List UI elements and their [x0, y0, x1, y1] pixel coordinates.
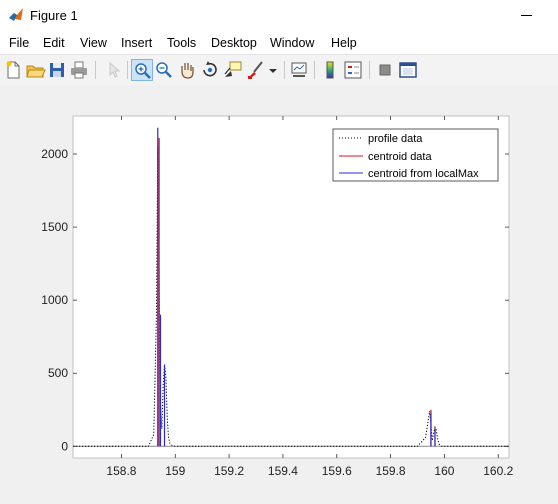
- brush-button[interactable]: [245, 59, 267, 81]
- x-tick-label: 159: [165, 464, 185, 478]
- zoom-out-button[interactable]: [153, 59, 175, 81]
- y-tick-label: 500: [48, 366, 68, 380]
- x-tick-label: 160.2: [483, 464, 513, 478]
- data-cursor-icon: [224, 61, 242, 77]
- toolbar-separator: [127, 61, 128, 79]
- legend[interactable]: profile data centroid data centroid from…: [332, 128, 499, 182]
- toolbar-separator: [95, 61, 96, 79]
- toolbar-separator: [284, 61, 285, 79]
- legend-label-localmax: centroid from localMax: [368, 168, 479, 180]
- minimize-button[interactable]: [512, 6, 542, 26]
- window-title: Figure 1: [30, 8, 78, 23]
- toolbar: [0, 54, 558, 86]
- toolbar-separator: [369, 61, 370, 79]
- x-tick-label: 159.2: [214, 464, 244, 478]
- new-file-icon: [6, 61, 20, 79]
- title-bar: Figure 1: [0, 0, 558, 32]
- menu-insert[interactable]: Insert: [121, 36, 153, 50]
- hand-icon: [181, 63, 194, 79]
- y-tick-label: 2000: [41, 147, 68, 161]
- link-plot-button[interactable]: [288, 59, 310, 81]
- zoom-in-button[interactable]: [131, 59, 153, 81]
- brush-dropdown-button[interactable]: [267, 59, 279, 81]
- toolbar-separator: [314, 61, 315, 79]
- open-folder-icon: [26, 65, 46, 78]
- menu-desktop[interactable]: Desktop: [211, 36, 257, 50]
- menu-window[interactable]: Window: [270, 36, 315, 50]
- pan-button[interactable]: [176, 59, 198, 81]
- menu-file[interactable]: File: [9, 36, 30, 50]
- menu-tools[interactable]: Tools: [167, 36, 197, 50]
- print-icon: [71, 61, 87, 79]
- x-tick-label: 159.6: [322, 464, 352, 478]
- pointer-arrow-icon: [109, 61, 121, 78]
- figure-canvas: 158.8 159 159.2 159.4 159.6 159.8 160 160.2 0 50…: [0, 85, 558, 504]
- rotate-3d-button[interactable]: [199, 59, 221, 81]
- brush-icon: [248, 61, 263, 79]
- y-tick-label: 0: [61, 439, 68, 453]
- link-plot-icon: [291, 62, 307, 77]
- legend-icon: [344, 61, 362, 79]
- y-tick-label: 1000: [41, 293, 68, 307]
- save-icon: [50, 63, 64, 77]
- plot-svg: 158.8 159 159.2 159.4 159.6 159.8 160 160.2 0 50…: [41, 115, 514, 478]
- print-figure-button[interactable]: [68, 59, 90, 81]
- edit-plot-button[interactable]: [102, 59, 124, 81]
- open-file-button[interactable]: [24, 59, 46, 81]
- menu-bar: File Edit View Insert Tools Desktop Wind…: [0, 32, 558, 54]
- x-tick-label: 160: [434, 464, 454, 478]
- series-profile-line: [73, 146, 509, 447]
- y-tick-label: 1500: [41, 220, 68, 234]
- zoom-out-icon: [156, 62, 172, 78]
- menu-help[interactable]: Help: [331, 36, 357, 50]
- x-tick-label: 159.4: [268, 464, 298, 478]
- hide-plot-tools-button[interactable]: [374, 59, 396, 81]
- new-figure-button[interactable]: [2, 59, 24, 81]
- x-tick-label: 159.8: [376, 464, 406, 478]
- hide-tools-icon: [379, 64, 391, 76]
- legend-label-centroid: centroid data: [368, 151, 432, 163]
- x-tick-label: 158.8: [106, 464, 136, 478]
- legend-label-profile: profile data: [368, 133, 423, 145]
- rotate-icon: [203, 61, 217, 77]
- colorbar-icon: [326, 61, 334, 79]
- menu-edit[interactable]: Edit: [43, 36, 65, 50]
- insert-legend-button[interactable]: [342, 59, 364, 81]
- menu-view[interactable]: View: [80, 36, 107, 50]
- chevron-down-icon: [269, 69, 277, 73]
- zoom-in-icon: [135, 63, 151, 79]
- data-cursor-button[interactable]: [222, 59, 244, 81]
- save-figure-button[interactable]: [46, 59, 68, 81]
- insert-colorbar-button[interactable]: [319, 59, 341, 81]
- matlab-logo-icon: [9, 8, 23, 21]
- show-tools-icon: [399, 62, 417, 78]
- show-plot-tools-button[interactable]: [397, 59, 419, 81]
